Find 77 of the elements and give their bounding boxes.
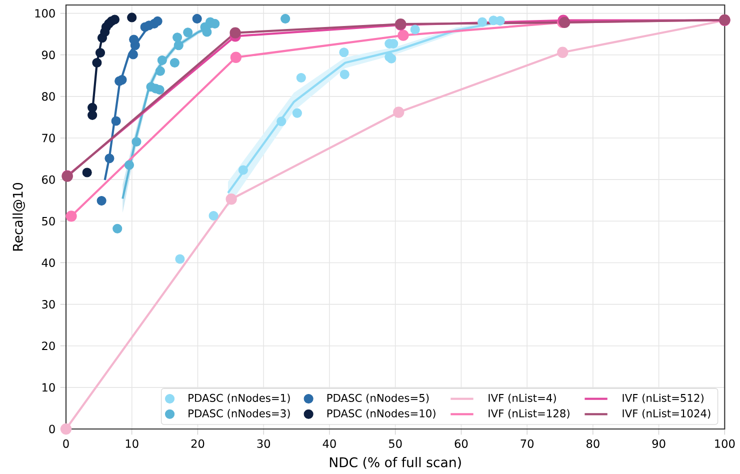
point <box>174 40 184 50</box>
point <box>202 27 212 37</box>
point <box>192 14 202 24</box>
x-tick-label: 0 <box>63 439 69 448</box>
x-tick-label: 50 <box>389 439 402 448</box>
point <box>112 224 122 234</box>
point <box>175 254 185 264</box>
point <box>104 154 114 164</box>
point <box>95 48 106 58</box>
point <box>66 210 77 222</box>
point <box>152 16 162 26</box>
legend-label: PDASC (nNodes=3) <box>188 409 290 419</box>
y-tick-label: 10 <box>42 383 55 392</box>
point <box>96 196 106 206</box>
point <box>88 102 98 112</box>
point <box>292 108 302 118</box>
point <box>230 52 242 63</box>
point <box>478 17 488 27</box>
x-tick-label: 100 <box>715 439 735 448</box>
y-tick-label: 80 <box>42 92 55 101</box>
x-tick-label: 80 <box>586 439 600 448</box>
point <box>238 165 248 175</box>
y-tick-label: 100 <box>35 9 55 18</box>
point <box>60 423 72 435</box>
legend-label: PDASC (nNodes=1) <box>188 394 290 404</box>
point <box>557 46 568 58</box>
point <box>280 14 290 24</box>
point <box>183 28 193 38</box>
point <box>410 24 420 34</box>
y-tick-label: 90 <box>42 50 55 60</box>
point <box>129 34 139 44</box>
x-tick-label: 30 <box>257 439 270 448</box>
point <box>132 136 142 147</box>
x-tick-label: 20 <box>191 439 204 448</box>
point <box>296 72 306 83</box>
y-tick-label: 0 <box>49 424 55 434</box>
point <box>117 75 127 85</box>
point <box>111 116 121 126</box>
point <box>339 48 349 58</box>
x-tick-label: 70 <box>520 439 534 448</box>
x-tick-label: 90 <box>652 439 666 448</box>
y-tick-label: 60 <box>42 175 55 184</box>
y-tick-label: 30 <box>42 300 55 309</box>
legend-label: IVF (nList=128) <box>488 409 570 419</box>
point <box>208 210 218 221</box>
point <box>170 58 180 68</box>
point <box>398 30 409 41</box>
legend-label: IVF (nList=4) <box>488 394 556 404</box>
point <box>393 106 404 118</box>
y-tick-label: 50 <box>42 216 55 226</box>
point <box>276 116 286 126</box>
x-tick-label: 60 <box>454 439 468 448</box>
legend-label: IVF (nList=1024) <box>622 409 710 419</box>
point <box>230 27 241 38</box>
legend-label: PDASC (nNodes=5) <box>327 394 429 404</box>
legend-label: IVF (nList=512) <box>622 394 704 404</box>
point <box>172 32 182 42</box>
point <box>128 50 138 60</box>
point <box>127 12 137 22</box>
point <box>92 58 102 68</box>
point <box>155 66 165 76</box>
point <box>495 16 505 26</box>
y-tick-label: 70 <box>42 134 55 142</box>
x-axis-title: NDC (% of full scan) <box>330 457 461 469</box>
point <box>110 14 120 24</box>
legend-label: PDASC (nNodes=10) <box>327 409 436 419</box>
point <box>154 85 164 95</box>
point <box>226 194 237 205</box>
x-tick-label: 10 <box>126 439 138 448</box>
y-tick-label: 20 <box>42 342 55 350</box>
y-axis-title: Recall@10 <box>12 182 25 251</box>
y-tick-label: 40 <box>42 258 55 267</box>
x-tick-label: 40 <box>322 439 336 448</box>
point <box>157 56 167 66</box>
point <box>82 168 92 178</box>
point <box>340 70 350 80</box>
point <box>124 160 134 170</box>
